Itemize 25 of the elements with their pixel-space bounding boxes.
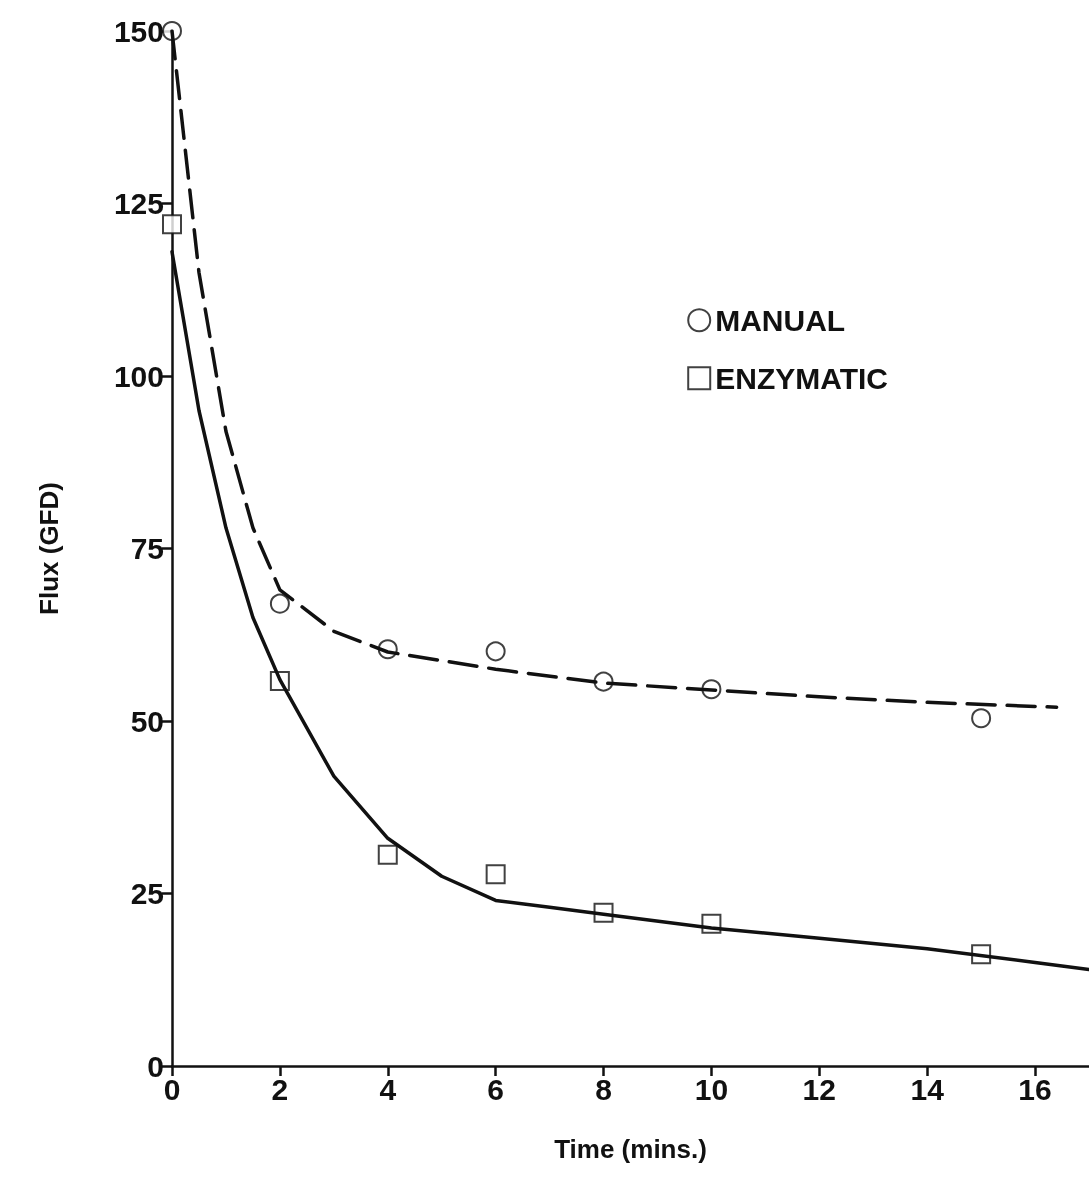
y-tick-label: 75: [130, 532, 164, 565]
x-tick-label: 12: [802, 1072, 836, 1106]
x-tick-label: 14: [910, 1072, 945, 1106]
legend-label: ENZYMATIC: [715, 361, 888, 395]
x-axis-title: Time (mins.): [554, 1134, 707, 1164]
point: [162, 214, 182, 235]
y-tick-label: 0: [147, 1049, 164, 1083]
y-tick-label: 150: [113, 14, 164, 48]
x-tick-label: 10: [694, 1072, 729, 1106]
point: [485, 641, 506, 662]
point: [485, 864, 506, 885]
y-tick-label: 125: [113, 187, 164, 220]
y-tick-label: 50: [130, 704, 164, 738]
point: [269, 593, 290, 614]
legend-label: MANUAL: [715, 303, 846, 337]
point: [971, 708, 992, 729]
x-tick-label: 6: [487, 1072, 504, 1106]
y-tick-label: 100: [113, 359, 164, 393]
point: [377, 844, 398, 865]
x-tick-label: 2: [271, 1072, 289, 1106]
y-axis-title: Flux (GFD): [34, 482, 64, 615]
x-tick-label: 4: [379, 1072, 397, 1106]
x-tick-label: 16: [1018, 1072, 1052, 1106]
y-tick-label: 25: [130, 877, 164, 910]
x-tick-label: 8: [595, 1072, 612, 1106]
